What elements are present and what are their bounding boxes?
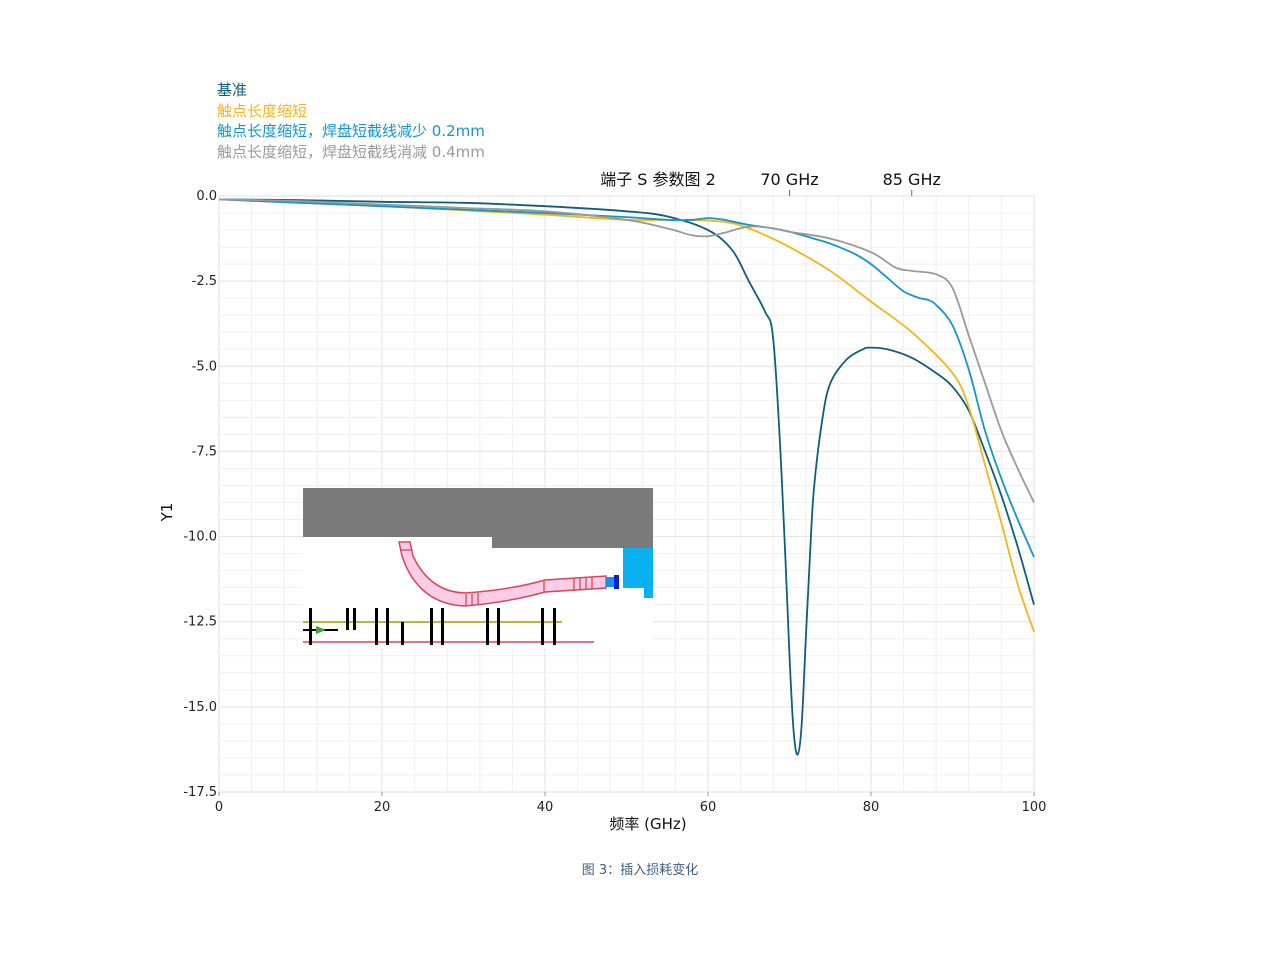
marker-label: 70 GHz — [760, 170, 818, 189]
x-tick-label: 100 — [1022, 800, 1047, 815]
y-tick-label: -17.5 — [183, 785, 217, 800]
y-tick-label: -5.0 — [192, 359, 217, 374]
y-axis-title: Y1 — [158, 503, 176, 523]
y-tick-label: -2.5 — [192, 274, 217, 289]
x-tick-label: 80 — [863, 800, 880, 815]
series-line-3 — [218, 198, 1035, 503]
x-axis-title: 频率 (GHz) — [609, 815, 686, 833]
x-ticks: 0 20 40 60 80 100 — [215, 792, 1047, 815]
legend: 基准 触点长度缩短 触点长度缩短，焊盘短截线减少 0.2mm 触点长度缩短，焊盘… — [217, 80, 485, 162]
series-line-0 — [218, 198, 1035, 756]
marker-label: 85 GHz — [883, 170, 941, 189]
x-tick-label: 60 — [700, 800, 717, 815]
series-group — [218, 198, 1035, 756]
y-tick-label: -7.5 — [192, 444, 217, 459]
y-tick-label: -12.5 — [183, 615, 217, 630]
legend-item-stub-0-4mm: 触点长度缩短，焊盘短截线消减 0.4mm — [217, 142, 485, 161]
y-ticks: 0.0 -2.5 -5.0 -7.5 -10.0 -12.5 -15.0 -17.5 — [183, 189, 217, 800]
legend-item-contact-shortened: 触点长度缩短 — [217, 101, 308, 120]
legend-item-stub-0-2mm: 触点长度缩短，焊盘短截线减少 0.2mm — [217, 122, 485, 140]
series-line-2 — [218, 198, 1035, 558]
y-tick-label: -15.0 — [183, 700, 217, 715]
top-labels: 70 GHz 85 GHz — [760, 170, 941, 196]
y-tick-label: -10.0 — [183, 530, 217, 545]
figure-caption: 图 3：插入损耗变化 — [581, 863, 699, 878]
legend-item-baseline: 基准 — [217, 81, 248, 99]
connector-inset — [303, 488, 653, 648]
y-tick-label: 0.0 — [196, 189, 217, 204]
x-tick-label: 20 — [374, 800, 391, 815]
x-tick-label: 40 — [537, 800, 554, 815]
x-tick-label: 0 — [215, 800, 223, 815]
chart-title: 端子 S 参数图 2 — [600, 170, 716, 189]
